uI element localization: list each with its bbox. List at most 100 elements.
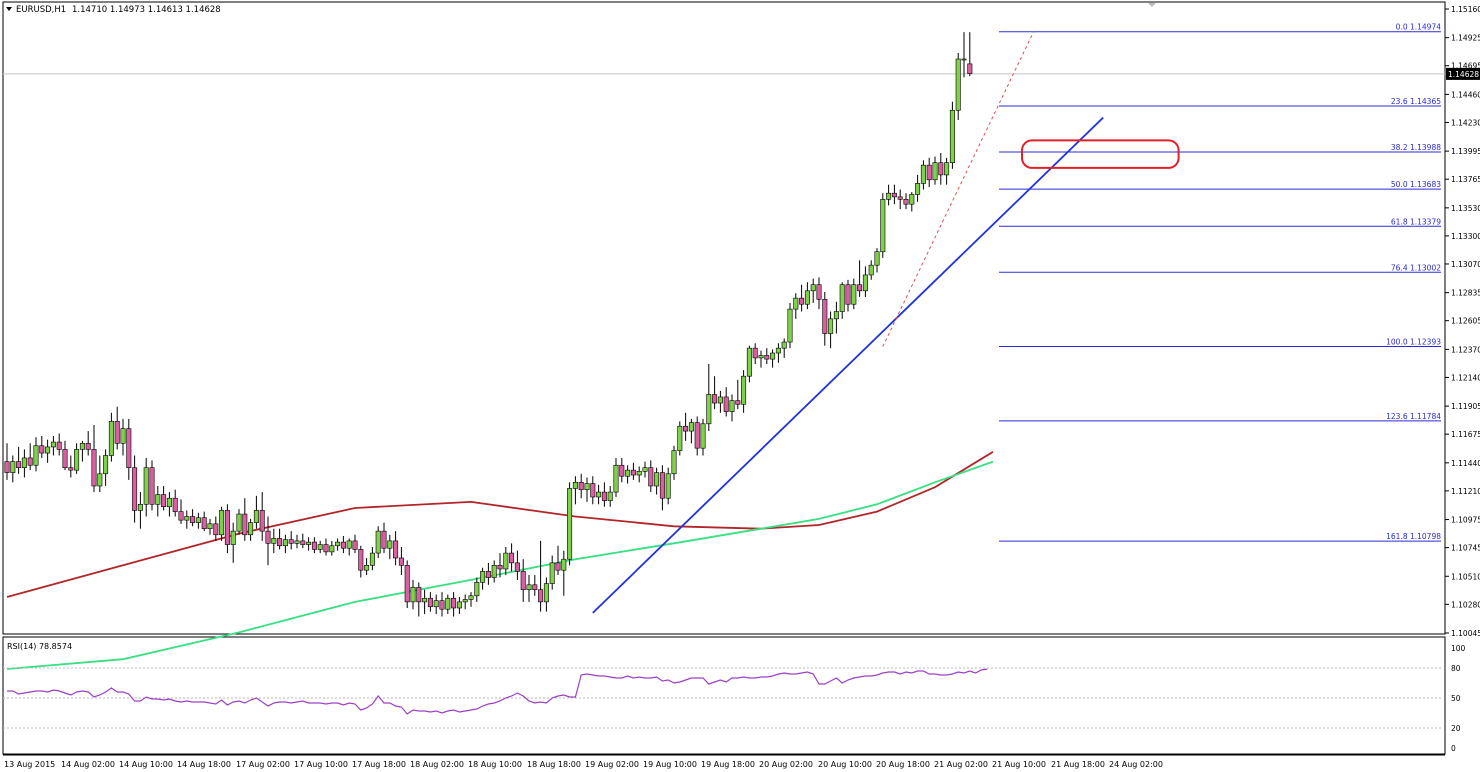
candle-body-bull <box>567 488 573 560</box>
candle-body-bull <box>253 510 259 523</box>
symbol-menu-icon[interactable] <box>6 7 12 11</box>
candle-body-bull <box>526 584 532 590</box>
candle <box>543 577 549 612</box>
candle <box>485 562 491 585</box>
candle-body-bear <box>514 562 520 572</box>
time-label: 24 Aug 02:00 <box>1109 760 1163 769</box>
rsi-tick-label: 0 <box>1451 744 1456 753</box>
candle-body-bull <box>219 510 225 536</box>
rsi-line <box>7 668 988 715</box>
candle <box>201 511 207 532</box>
candle-body-bear <box>178 511 184 521</box>
candle <box>294 534 300 549</box>
candle <box>393 531 399 566</box>
candle <box>358 545 364 578</box>
candle-body-bear <box>358 549 364 571</box>
price-tick-label: 1.10280 <box>1451 600 1480 609</box>
candle <box>503 546 509 576</box>
candle-body-bull <box>294 540 300 544</box>
candle-body-bear <box>630 469 636 476</box>
candle-body-bull <box>369 552 375 566</box>
candle <box>920 160 926 190</box>
candle-body-bear <box>416 586 422 603</box>
candle-body-bear <box>16 461 22 468</box>
symbol-label: EURUSD,H1 <box>16 5 66 15</box>
candle-body-bull <box>335 541 341 547</box>
candle <box>764 348 770 365</box>
candle-body-bull <box>207 523 213 529</box>
candle <box>741 370 747 413</box>
candle-body-bear <box>816 284 822 300</box>
candle-body-bull <box>433 600 439 608</box>
candle-body-bull <box>410 586 416 603</box>
candle-body-bull <box>375 530 381 554</box>
candle-body-bull <box>746 347 752 377</box>
price-tick-label: 1.11905 <box>1451 402 1480 411</box>
time-axis: 13 Aug 2015 14 Aug 02:00 14 Aug 10:00 14… <box>4 760 1163 769</box>
candle <box>549 555 555 590</box>
time-label: 17 Aug 18:00 <box>352 760 406 769</box>
rsi-indicator: 100 80 50 20 0 <box>3 644 1466 753</box>
candle-body-bear <box>381 530 387 549</box>
candle-body-bear <box>126 428 132 468</box>
candle <box>265 516 271 566</box>
fib-level-label: 38.2 1.13988 <box>1391 143 1441 152</box>
candle-body-bull <box>636 471 642 476</box>
candle-body-bull <box>195 517 201 523</box>
fib-level-label: 0.0 1.14974 <box>1396 23 1442 32</box>
price-tick-label: 1.10510 <box>1451 572 1480 581</box>
candle <box>50 435 56 456</box>
candle <box>306 537 312 551</box>
time-label: 17 Aug 02:00 <box>236 760 290 769</box>
candle <box>137 492 143 529</box>
candle <box>770 349 776 368</box>
shift-marker-icon <box>1148 3 1156 7</box>
candle-body-bull <box>839 284 845 312</box>
candle <box>555 545 561 576</box>
candle-body-bull <box>654 472 660 487</box>
candle <box>381 522 387 554</box>
price-tick-label: 1.11440 <box>1451 459 1480 468</box>
candle <box>184 510 190 529</box>
candle-body-bull <box>741 375 747 405</box>
candle <box>862 266 868 297</box>
candle-body-bull <box>944 162 950 176</box>
candle <box>445 594 451 615</box>
highlight-zone <box>1021 139 1180 169</box>
time-label: 14 Aug 10:00 <box>119 760 173 769</box>
candle <box>793 293 799 319</box>
candle <box>410 579 416 610</box>
candle-body-bull <box>97 473 103 487</box>
candle <box>248 518 254 541</box>
candle <box>439 592 445 617</box>
candle <box>97 455 103 493</box>
candle-body-bull <box>364 564 370 571</box>
candle <box>364 557 370 576</box>
candle-body-bear <box>277 538 283 547</box>
candle <box>509 543 515 572</box>
time-label: 18 Aug 18:00 <box>527 760 581 769</box>
current-price-tag <box>1446 67 1480 80</box>
candle <box>665 467 671 505</box>
candle <box>949 101 955 169</box>
price-tick-label: 1.14230 <box>1451 118 1480 127</box>
candle-body-bull <box>468 595 474 600</box>
candle <box>375 526 381 558</box>
candle-body-bear <box>427 597 433 608</box>
candle <box>630 462 636 480</box>
candle-body-bull <box>729 400 735 412</box>
price-tick-label: 1.13765 <box>1451 175 1480 184</box>
price-tick-label: 1.13530 <box>1451 204 1480 213</box>
candle <box>132 455 138 523</box>
candle <box>752 343 758 365</box>
rsi-tick-label: 50 <box>1451 694 1461 703</box>
candle <box>45 439 51 463</box>
candle <box>833 301 839 334</box>
candle-body-bull <box>584 483 590 490</box>
candle <box>16 446 22 474</box>
candle-body-bull <box>166 497 172 508</box>
candle <box>369 546 375 571</box>
current-price-label: 1.14628 <box>1448 70 1479 79</box>
candle-body-bull <box>915 183 921 195</box>
